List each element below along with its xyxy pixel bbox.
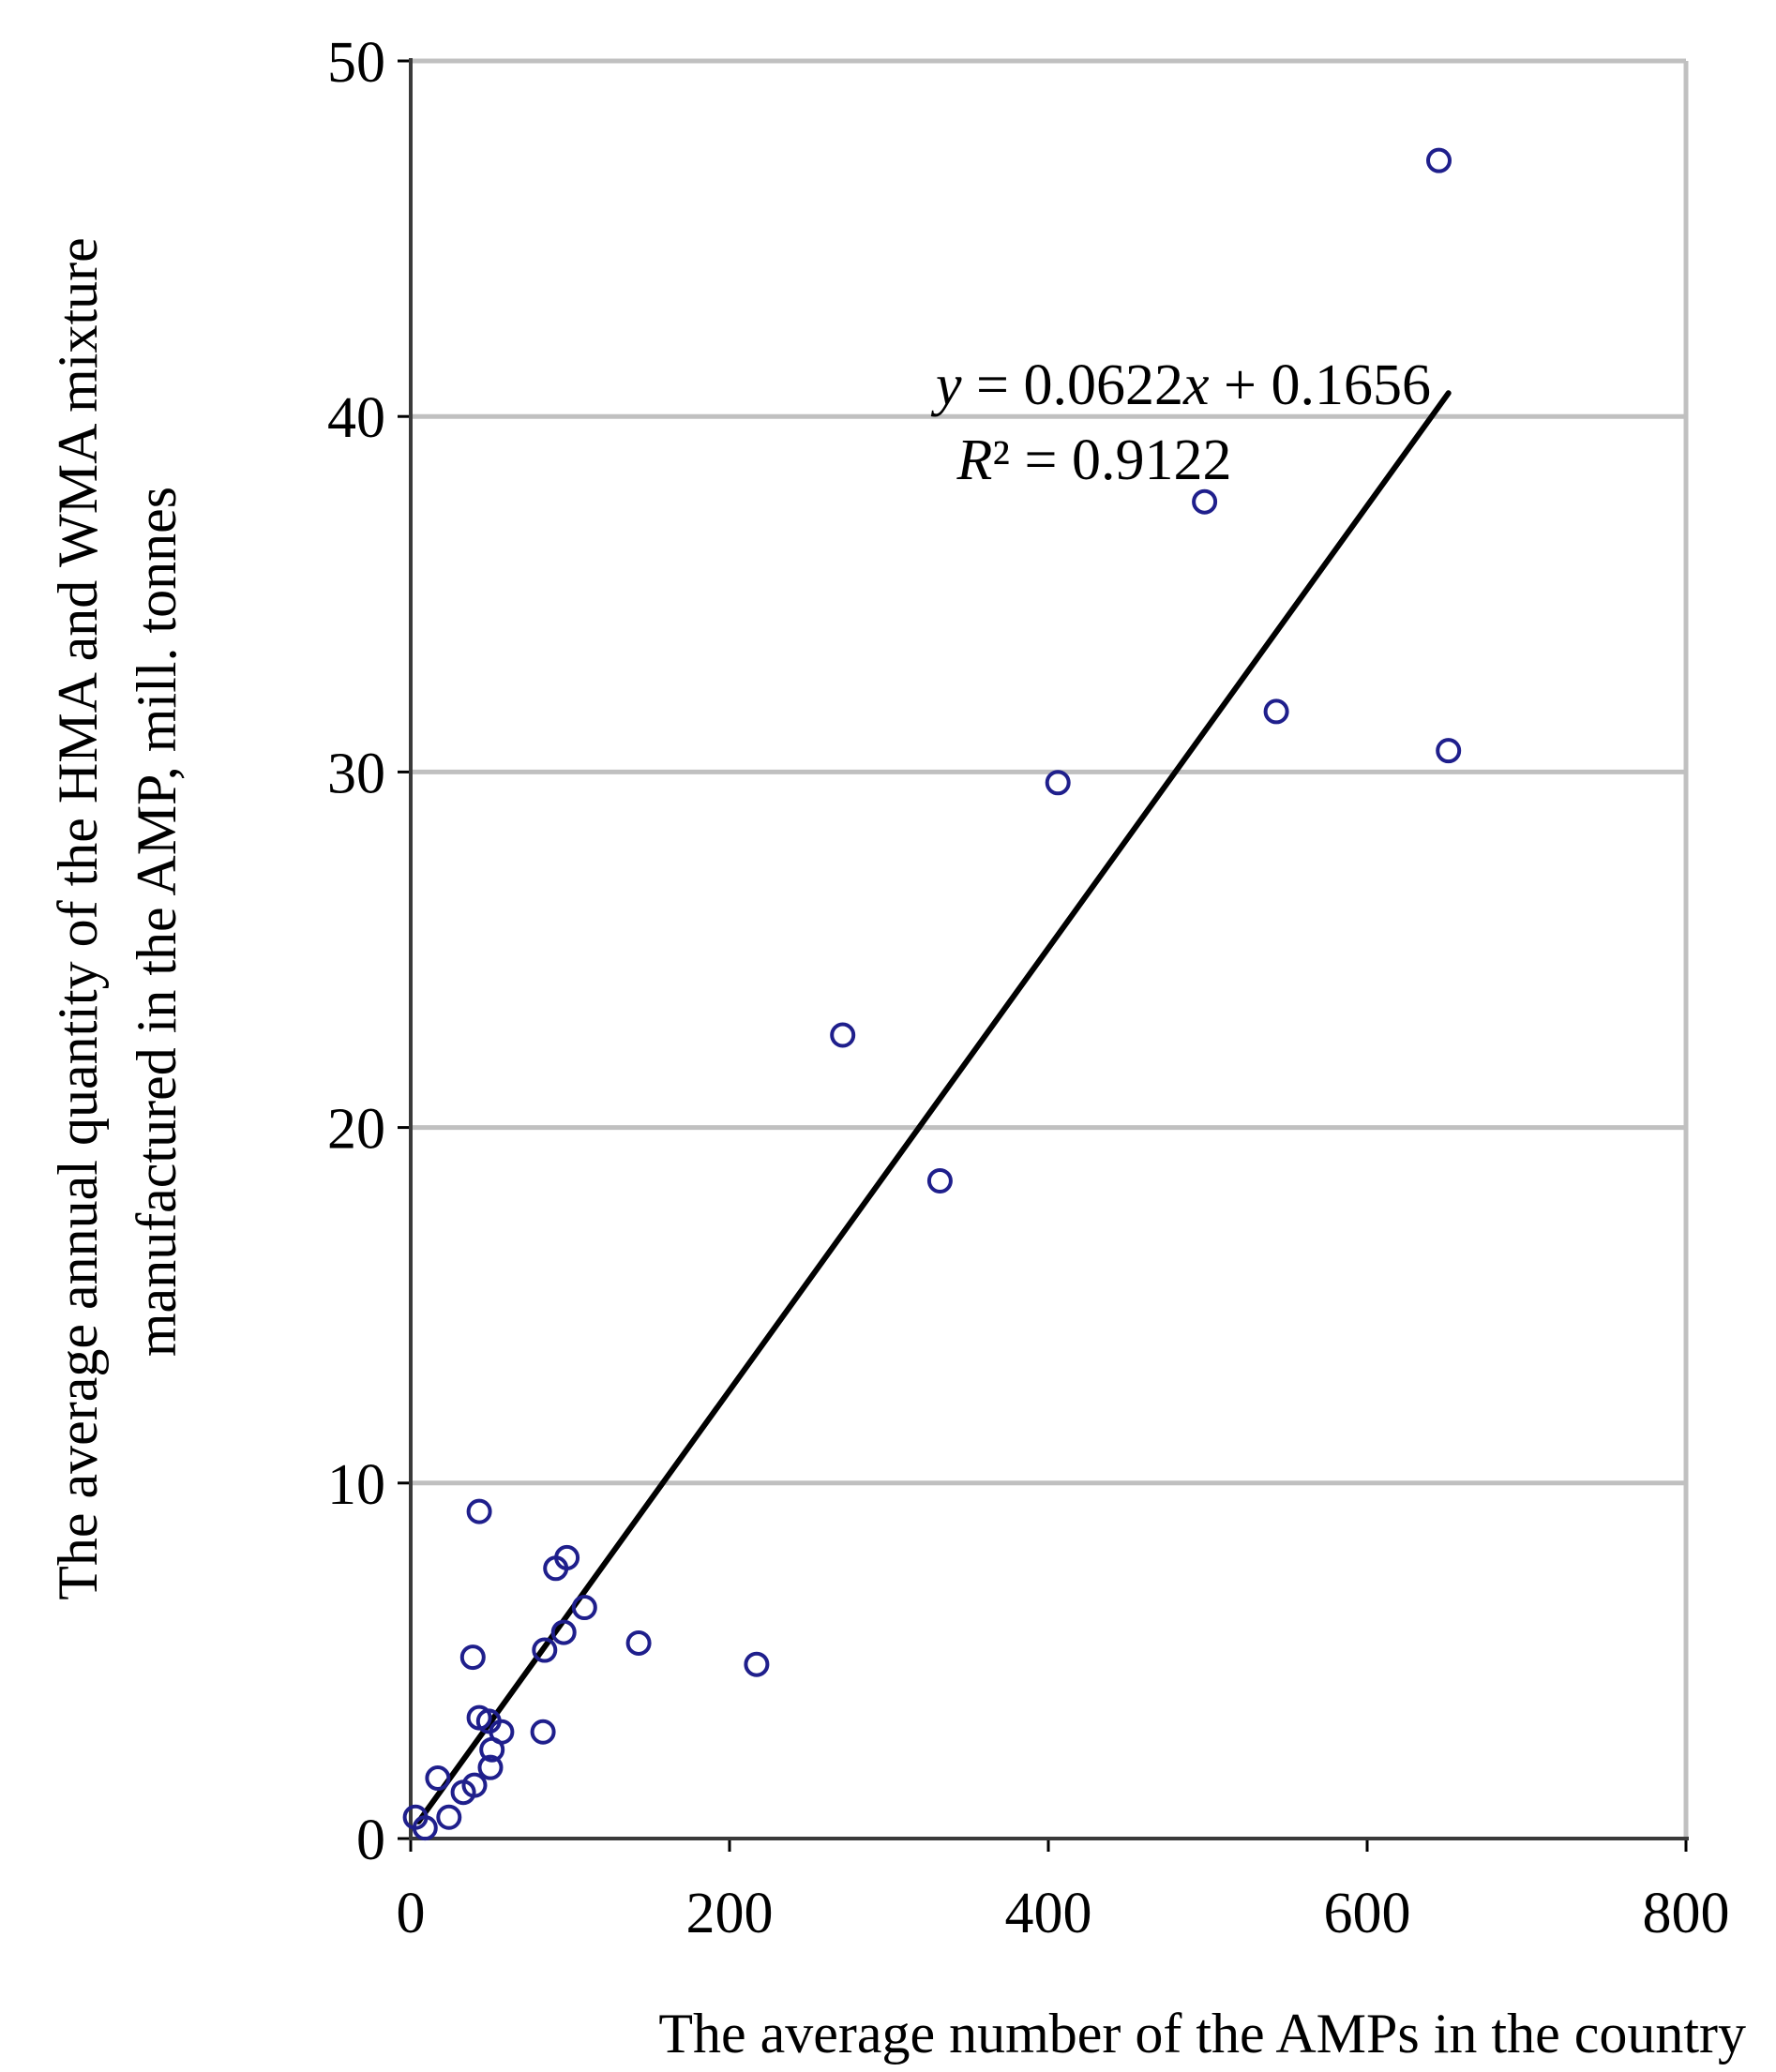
y-tick-label-30: 30 [327,742,385,805]
data-point-21 [479,1736,505,1763]
y-tick-label-0: 0 [356,1809,385,1872]
trendline-group [415,390,1452,1824]
data-point-1 [1426,147,1452,173]
data-point-4 [1436,738,1462,764]
data-point-23 [425,1765,451,1792]
y-axis-title-line-1: The average annual quantity of the HMA a… [47,237,109,1600]
y-tick-label-10: 10 [327,1453,385,1517]
data-point-6 [830,1022,856,1048]
data-point-11 [571,1595,597,1621]
equation-x-var: x [1182,353,1210,417]
gridlines [411,413,1686,1486]
data-point-25 [450,1779,476,1806]
y-tick-label-40: 40 [327,386,385,450]
data-points [402,147,1462,1841]
equation-intercept: + 0.1656 [1210,353,1431,417]
data-point-27 [436,1804,462,1830]
r-squared-var: R [956,428,993,492]
data-point-19 [530,1719,556,1745]
data-point-16 [744,1651,770,1677]
data-point-10 [543,1555,569,1582]
y-axis-title-line-2: manufactured in the AMP, mill. tonnes [126,487,188,1357]
x-tick-label-0: 0 [397,1882,426,1945]
data-point-7 [926,1167,953,1194]
data-point-2 [1192,488,1218,515]
data-point-3 [1263,698,1289,725]
x-axis-title: The average number of the AMPs in the co… [658,2003,1746,2064]
y-tick-label-50: 50 [327,31,385,95]
data-point-8 [466,1498,492,1524]
axes [398,58,1689,1852]
trendline [415,390,1452,1824]
data-point-5 [1045,770,1071,796]
x-tick-label-600: 600 [1324,1882,1411,1945]
data-point-22 [477,1754,504,1780]
y-tick-label-20: 20 [327,1098,385,1162]
trendline-equation: y = 0.0622x + 0.1656 [930,353,1431,417]
x-tick-label-200: 200 [686,1882,774,1945]
r-squared-label: R² = 0.9122 [956,428,1232,492]
equation-slope: = 0.0622 [962,353,1183,417]
x-tick-label-800: 800 [1643,1882,1730,1945]
data-point-15 [459,1644,486,1671]
equation-y-var: y [930,353,962,417]
data-point-13 [625,1629,652,1656]
x-tick-label-400: 400 [1005,1882,1092,1945]
data-point-14 [532,1637,558,1663]
tick-labels: 0 10 20 30 40 50 0 200 400 600 800 [327,31,1730,1945]
r-squared-value: ² = 0.9122 [992,428,1231,492]
data-point-28 [412,1815,438,1841]
data-point-12 [550,1619,577,1645]
